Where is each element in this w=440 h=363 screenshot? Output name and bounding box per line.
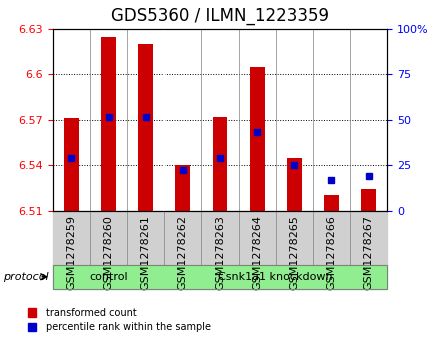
Bar [250, 67, 264, 211]
Title: GDS5360 / ILMN_1223359: GDS5360 / ILMN_1223359 [111, 7, 329, 25]
Bar [53, 265, 164, 289]
Legend: transformed count, percentile rank within the sample: transformed count, percentile rank withi… [24, 304, 214, 337]
Bar [138, 44, 153, 211]
Bar [101, 37, 116, 211]
Bar [164, 265, 387, 289]
Bar [53, 265, 387, 289]
Bar [324, 195, 339, 211]
Bar [287, 158, 302, 211]
Text: protocol: protocol [3, 272, 48, 282]
Bar [176, 165, 190, 211]
Text: Csnk1a1 knockdown: Csnk1a1 knockdown [218, 272, 333, 282]
Bar [53, 211, 387, 265]
Bar [213, 117, 227, 211]
Text: control: control [89, 272, 128, 282]
Bar [361, 189, 376, 211]
Bar [64, 118, 79, 211]
